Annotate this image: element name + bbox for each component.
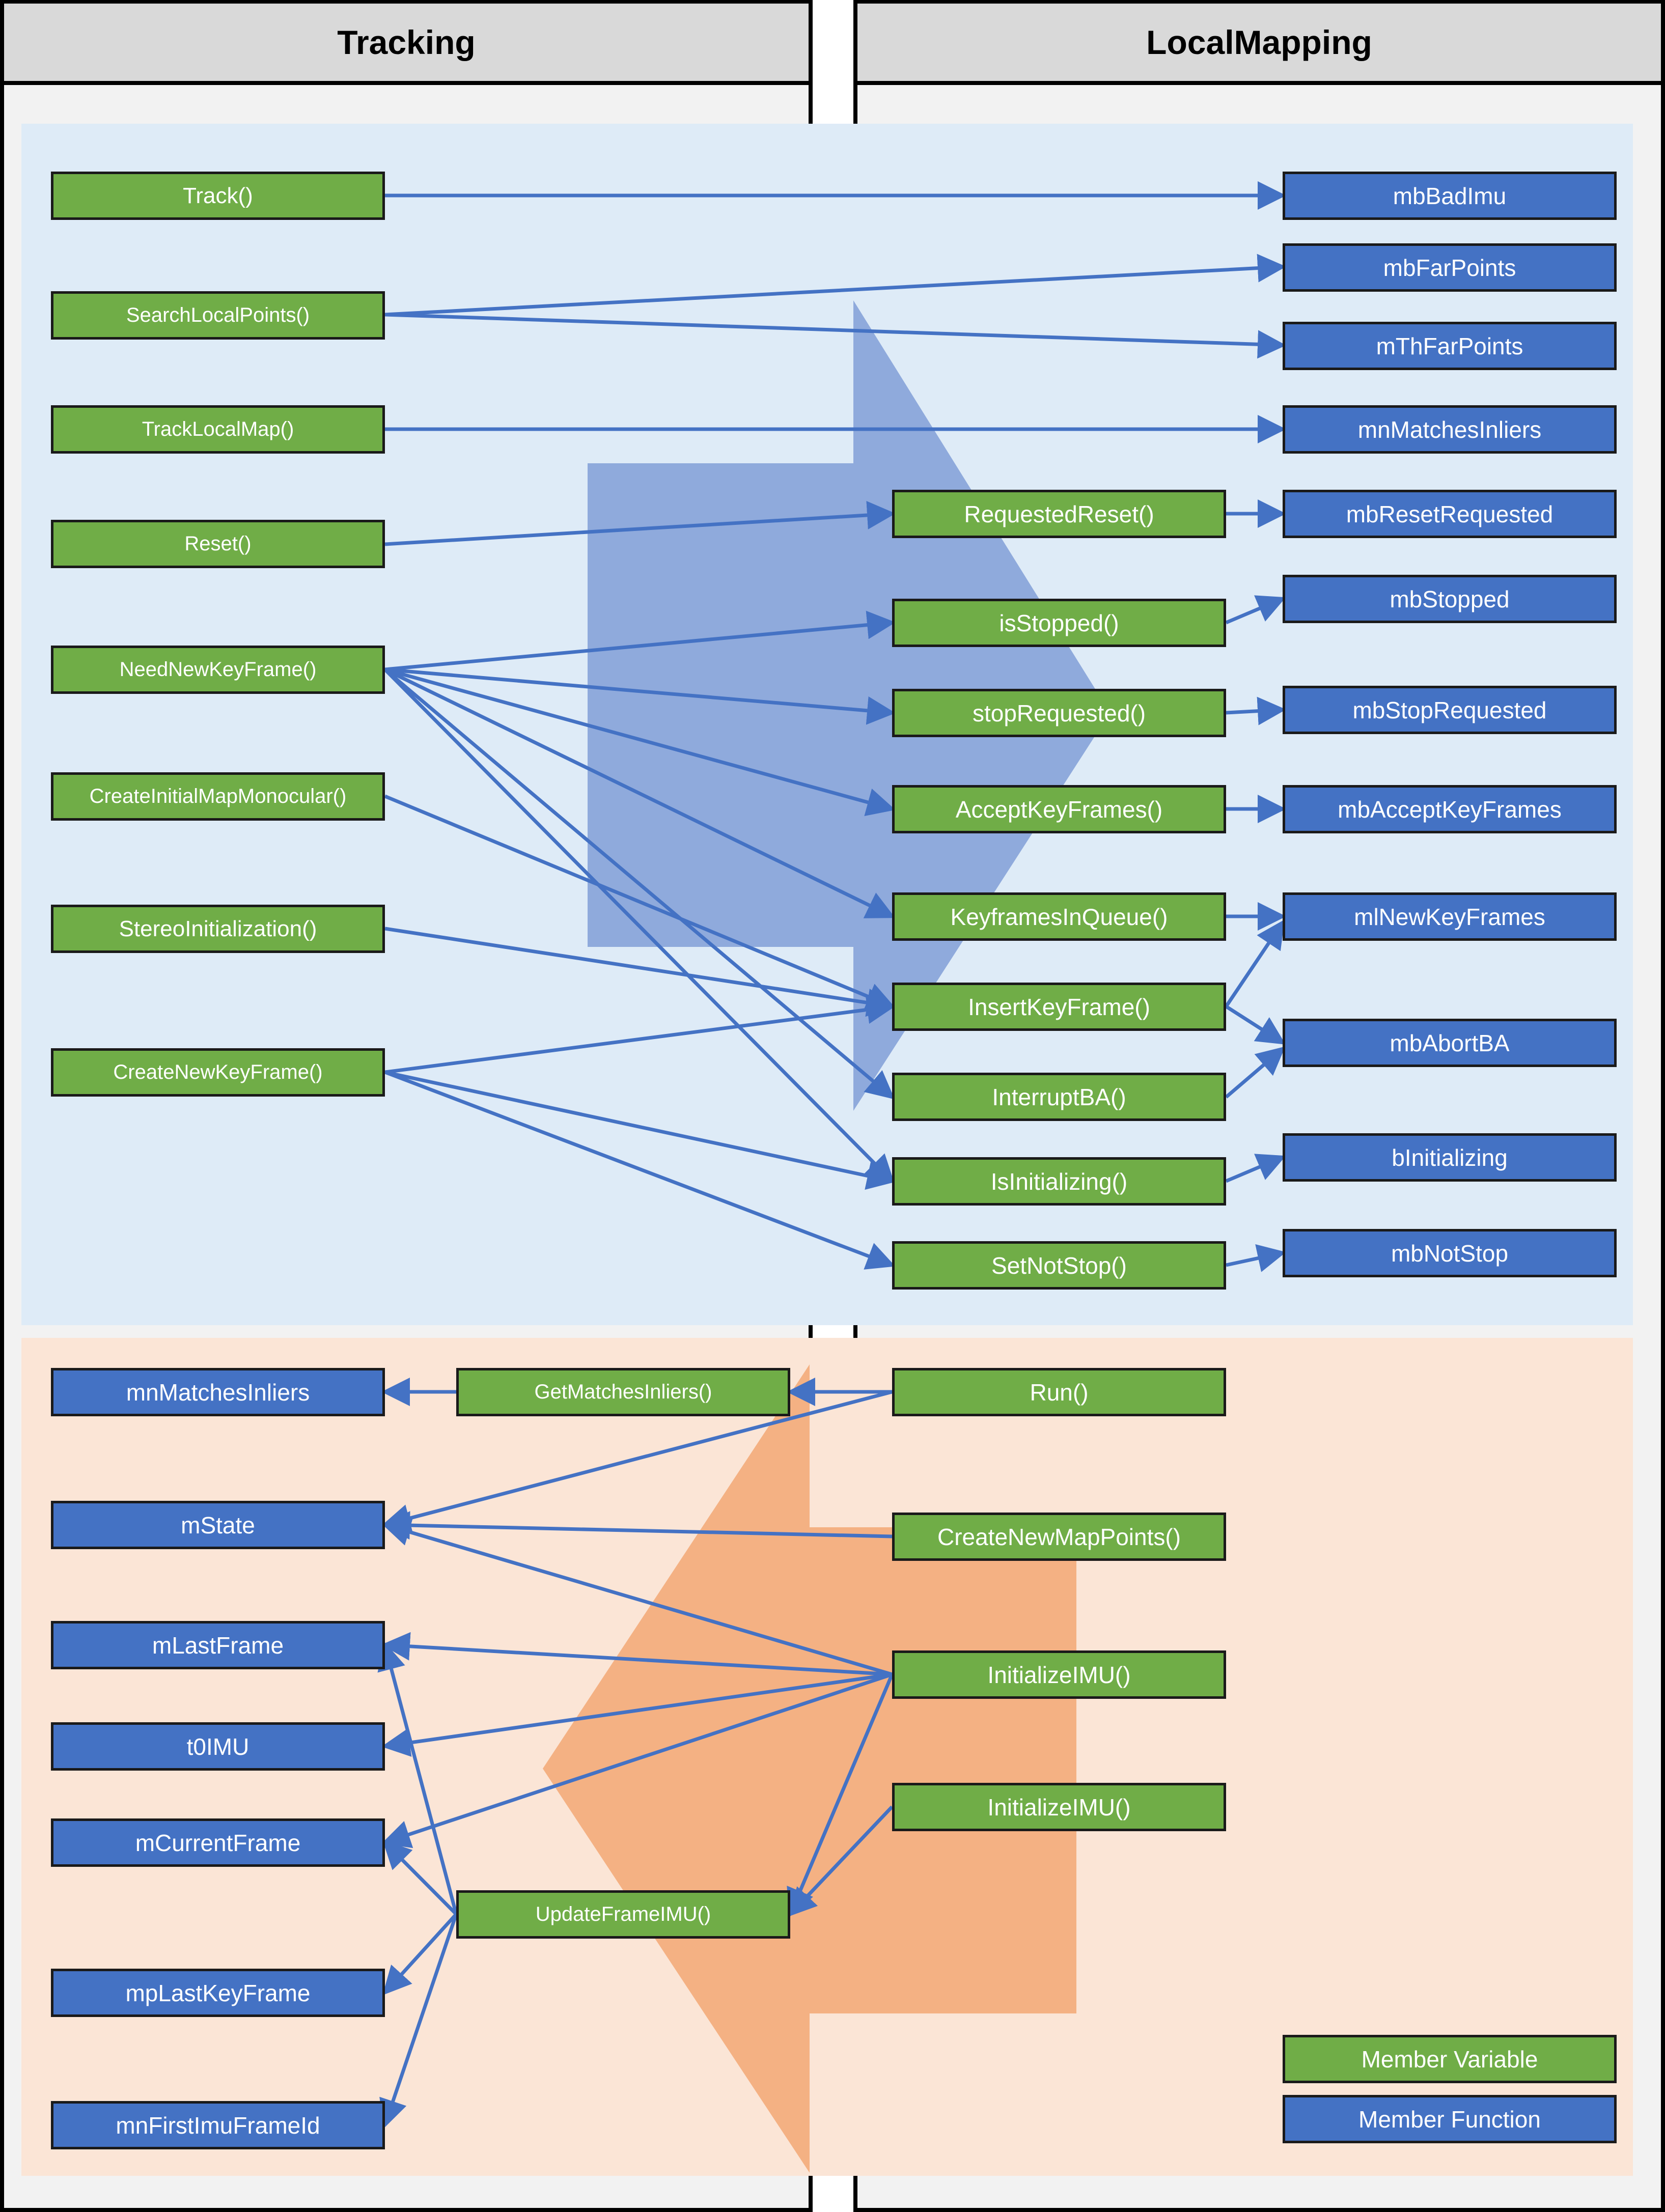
initialize-imu-function-2[interactable]: InitializeIMU() — [892, 1783, 1226, 1831]
need-new-keyframe-function[interactable]: NeedNewKeyFrame() — [51, 646, 385, 694]
mb-far-points-variable[interactable]: mbFarPoints — [1283, 243, 1617, 292]
reset-function[interactable]: Reset() — [51, 520, 385, 568]
b-initializing-variable[interactable]: bInitializing — [1283, 1133, 1617, 1182]
mb-bad-imu-variable[interactable]: mbBadImu — [1283, 172, 1617, 220]
track-local-map-function[interactable]: TrackLocalMap() — [51, 405, 385, 454]
connector-arrow-31 — [381, 1518, 893, 1676]
connector-arrow-32 — [381, 1632, 893, 1676]
update-frame-imu-function[interactable]: UpdateFrameIMU() — [456, 1890, 790, 1939]
connector-arrow-5 — [384, 500, 896, 546]
connector-arrow-38 — [382, 1840, 458, 1916]
create-new-map-points-function[interactable]: CreateNewMapPoints() — [892, 1513, 1226, 1561]
connector-arrow-40 — [379, 1913, 458, 2129]
get-matches-inliers-function[interactable]: GetMatchesInliers() — [456, 1368, 790, 1416]
connector-arrow-26 — [1226, 1244, 1286, 1272]
m-state-variable[interactable]: mState — [51, 1501, 385, 1549]
create-initial-map-monocular-function[interactable]: CreateInitialMapMonocular() — [51, 772, 385, 821]
localmapping-lane-title: LocalMapping — [857, 4, 1661, 85]
connector-arrow-36 — [788, 1805, 894, 1917]
m-current-frame-variable[interactable]: mCurrentFrame — [51, 1818, 385, 1867]
connector-arrow-9 — [384, 667, 896, 918]
connector-arrow-18 — [1225, 595, 1286, 625]
accept-keyframes-function[interactable]: AcceptKeyFrames() — [892, 785, 1226, 833]
legend-member-variable: Member Variable — [1283, 2035, 1617, 2083]
connector-arrow-19 — [1226, 696, 1286, 725]
mn-matches-inliers-right-variable[interactable]: mnMatchesInliers — [1283, 405, 1617, 454]
connector-arrow-13 — [384, 927, 896, 1017]
connector-arrow-15 — [384, 1070, 896, 1190]
connector-arrow-30 — [381, 1511, 893, 1540]
requested-reset-function[interactable]: RequestedReset() — [892, 490, 1226, 538]
set-not-stop-function[interactable]: SetNotStop() — [892, 1241, 1226, 1290]
connector-arrow-12 — [384, 794, 896, 1011]
connector-arrow-25 — [1225, 1154, 1286, 1183]
mb-not-stop-variable[interactable]: mbNotStop — [1283, 1229, 1617, 1277]
connector-arrow-14 — [384, 995, 896, 1074]
tracking-lane-title: Tracking — [4, 4, 809, 85]
connector-arrow-22 — [1225, 919, 1285, 1007]
connector-arrow-7 — [384, 667, 896, 725]
connector-arrow-2 — [384, 254, 1286, 317]
mb-accept-keyframes-variable[interactable]: mbAcceptKeyFrames — [1283, 785, 1617, 833]
legend-member-function: Member Function — [1283, 2095, 1617, 2143]
connector-arrow-34 — [381, 1672, 893, 1849]
connector-arrow-6 — [384, 610, 896, 671]
connector-arrow-39 — [382, 1913, 458, 1996]
connector-arrow-35 — [787, 1673, 894, 1918]
stop-requested-function[interactable]: stopRequested() — [892, 689, 1226, 737]
is-stopped-function[interactable]: isStopped() — [892, 599, 1226, 647]
run-function[interactable]: Run() — [892, 1368, 1226, 1416]
create-new-keyframe-function[interactable]: CreateNewKeyFrame() — [51, 1048, 385, 1097]
interrupt-ba-function[interactable]: InterruptBA() — [892, 1073, 1226, 1121]
mb-abort-ba-variable[interactable]: mbAbortBA — [1283, 1019, 1617, 1067]
connector-arrow-23 — [1225, 1005, 1286, 1045]
left-direction-arrow — [543, 1364, 1076, 2173]
track-function[interactable]: Track() — [51, 172, 385, 220]
connector-arrow-37 — [377, 1641, 458, 1915]
mb-stopped-variable[interactable]: mbStopped — [1283, 575, 1617, 623]
m-last-frame-variable[interactable]: mLastFrame — [51, 1621, 385, 1669]
stereo-initialization-function[interactable]: StereoInitialization() — [51, 905, 385, 953]
connector-arrow-10 — [383, 668, 895, 1100]
connector-arrow-33 — [381, 1672, 893, 1757]
connector-arrow-29 — [381, 1390, 893, 1532]
insert-keyframe-function[interactable]: InsertKeyFrame() — [892, 983, 1226, 1031]
search-local-points-function[interactable]: SearchLocalPoints() — [51, 291, 385, 340]
mn-matches-inliers-left-variable[interactable]: mnMatchesInliers — [51, 1368, 385, 1416]
is-initializing-function[interactable]: IsInitializing() — [892, 1157, 1226, 1206]
mb-stop-requested-variable[interactable]: mbStopRequested — [1283, 686, 1617, 734]
connector-arrow-24 — [1225, 1046, 1286, 1099]
t0-imu-variable[interactable]: t0IMU — [51, 1722, 385, 1771]
mb-reset-requested-variable[interactable]: mbResetRequested — [1283, 490, 1617, 538]
initialize-imu-function-1[interactable]: InitializeIMU() — [892, 1650, 1226, 1699]
keyframes-in-queue-function[interactable]: KeyframesInQueue() — [892, 892, 1226, 941]
connector-arrow-3 — [384, 313, 1286, 359]
connector-arrow-16 — [384, 1070, 896, 1270]
connector-arrow-8 — [384, 667, 896, 816]
mn-first-imu-frame-id-variable[interactable]: mnFirstImuFrameId — [51, 2101, 385, 2149]
m-th-far-points-variable[interactable]: mThFarPoints — [1283, 322, 1617, 370]
connector-arrow-11 — [383, 668, 895, 1184]
ml-new-keyframes-variable[interactable]: mlNewKeyFrames — [1283, 892, 1617, 941]
mp-last-keyframe-variable[interactable]: mpLastKeyFrame — [51, 1969, 385, 2017]
